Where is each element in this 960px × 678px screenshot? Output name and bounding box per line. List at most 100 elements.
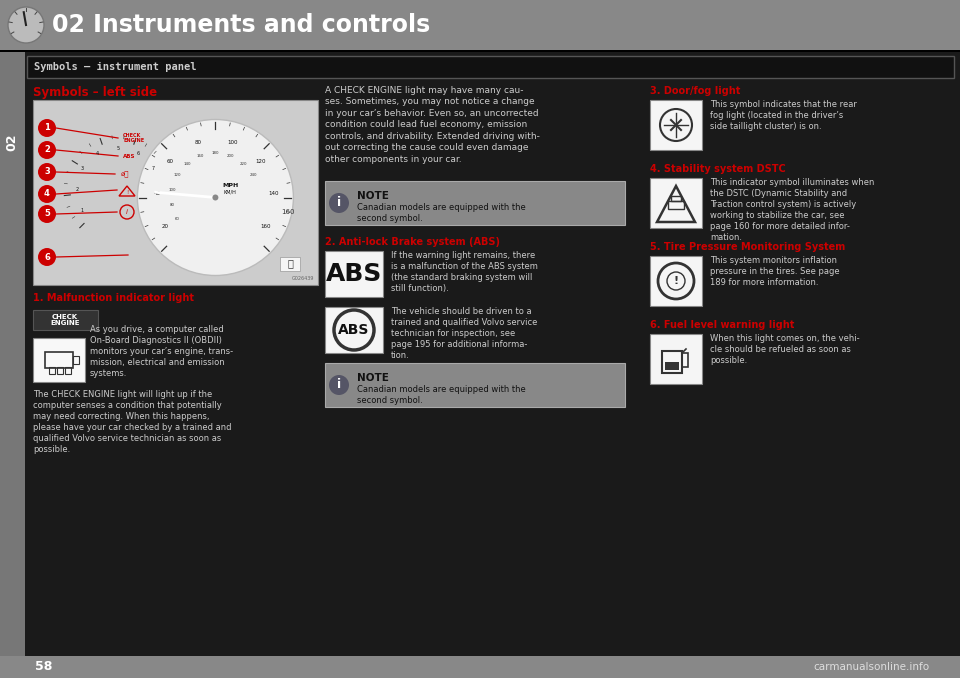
Circle shape [38,185,56,203]
Text: 3. Door/fog light: 3. Door/fog light [650,86,740,96]
Text: MPH: MPH [223,183,238,188]
Circle shape [38,163,56,181]
Text: 7: 7 [152,167,156,172]
Text: This symbol indicates that the rear
fog light (located in the driver’s
side tail: This symbol indicates that the rear fog … [710,100,857,132]
Text: ⛽: ⛽ [287,258,293,268]
Text: !: ! [126,189,128,195]
Bar [65,367,71,374]
Bar [650,178,702,228]
Text: 80: 80 [195,140,202,144]
Text: ABS: ABS [338,323,370,337]
Text: 6: 6 [44,252,50,262]
Text: A CHECK ENGINE light may have many cau-
ses. Sometimes, you may not notice a cha: A CHECK ENGINE light may have many cau- … [325,86,540,163]
Text: 240: 240 [250,174,257,178]
Bar [0,0,960,50]
Text: 6. Fuel level warning light: 6. Fuel level warning light [650,320,794,330]
Bar [325,307,383,353]
Text: 40: 40 [154,191,161,196]
Text: 20: 20 [161,224,169,229]
Text: 2: 2 [76,187,79,192]
Circle shape [329,193,349,213]
Bar [33,310,98,330]
Text: 5: 5 [116,146,120,151]
Text: Canadian models are equipped with the
second symbol.: Canadian models are equipped with the se… [357,385,526,405]
Bar [45,352,73,368]
Text: 4. Stability system DSTC: 4. Stability system DSTC [650,164,785,174]
Text: NOTE: NOTE [357,373,389,383]
Bar [325,251,383,297]
Bar [49,367,55,374]
Text: 100: 100 [168,188,176,192]
Bar [0,656,960,678]
Text: CHECK
ENGINE: CHECK ENGINE [50,314,80,326]
Circle shape [329,375,349,395]
Text: 160: 160 [281,210,295,216]
Text: i: i [126,209,128,215]
Bar [668,201,684,209]
Text: 1. Malfunction indicator light: 1. Malfunction indicator light [33,293,194,303]
Bar [665,362,679,370]
Text: !: ! [673,276,679,286]
Text: Symbols – left side: Symbols – left side [33,86,157,99]
Text: 5. Tire Pressure Monitoring System: 5. Tire Pressure Monitoring System [650,242,845,252]
Text: Symbols – instrument panel: Symbols – instrument panel [34,62,197,72]
Text: 160: 160 [260,224,271,229]
Text: When this light comes on, the vehi-
cle should be refueled as soon as
possible.: When this light comes on, the vehi- cle … [710,334,859,365]
Text: CHECK
ENGINE: CHECK ENGINE [123,133,144,143]
Bar [33,100,318,285]
Bar [662,351,682,373]
Text: NOTE: NOTE [357,191,389,201]
Circle shape [212,195,219,201]
Text: 120: 120 [174,174,181,178]
Text: 4: 4 [44,189,50,199]
Text: 3: 3 [81,167,84,172]
Text: ⌀⃣: ⌀⃣ [121,171,130,178]
Bar [682,353,688,367]
Circle shape [38,119,56,137]
Bar [280,257,300,271]
Text: i: i [337,378,341,391]
Text: 220: 220 [240,162,248,166]
Text: 200: 200 [227,154,234,158]
Bar [650,100,702,150]
Text: 1: 1 [44,123,50,132]
Text: If the warning light remains, there
is a malfunction of the ABS system
(the stan: If the warning light remains, there is a… [391,251,538,294]
Bar [73,356,79,364]
Text: 120: 120 [255,159,266,164]
Circle shape [38,205,56,223]
Text: KM/H: KM/H [224,190,237,195]
Bar [325,181,625,225]
Bar [671,196,681,201]
Text: 100: 100 [228,140,238,144]
Text: 80: 80 [170,203,175,207]
Bar [57,367,63,374]
Text: 3: 3 [44,167,50,176]
Circle shape [38,141,56,159]
Text: 160: 160 [197,154,204,158]
Text: 60: 60 [175,218,180,222]
Text: ABS: ABS [325,262,382,286]
Text: The vehicle should be driven to a
trained and qualified Volvo service
technician: The vehicle should be driven to a traine… [391,307,538,361]
Text: 02: 02 [6,134,18,151]
Text: 2: 2 [44,146,50,155]
Bar [27,56,954,78]
Text: As you drive, a computer called
On-Board Diagnostics II (OBDII)
monitors your ca: As you drive, a computer called On-Board… [90,325,233,378]
Text: carmanualsonline.info: carmanualsonline.info [814,662,930,672]
Text: 140: 140 [268,191,278,196]
Text: Canadian models are equipped with the
second symbol.: Canadian models are equipped with the se… [357,203,526,223]
Text: 2. Anti-lock Brake system (ABS): 2. Anti-lock Brake system (ABS) [325,237,500,247]
Text: 60: 60 [166,159,174,164]
Text: 6: 6 [137,151,140,157]
Text: 140: 140 [183,162,191,166]
Text: 02 Instruments and controls: 02 Instruments and controls [52,13,430,37]
Text: 180: 180 [211,151,219,155]
Bar [33,338,85,382]
Circle shape [38,248,56,266]
Text: 4: 4 [96,151,99,157]
Bar [650,334,702,384]
Bar [0,52,25,658]
Circle shape [137,119,294,275]
Text: i: i [337,197,341,210]
Text: 1: 1 [81,207,84,212]
Text: The CHECK ENGINE light will light up if the
computer senses a condition that pot: The CHECK ENGINE light will light up if … [33,390,231,454]
